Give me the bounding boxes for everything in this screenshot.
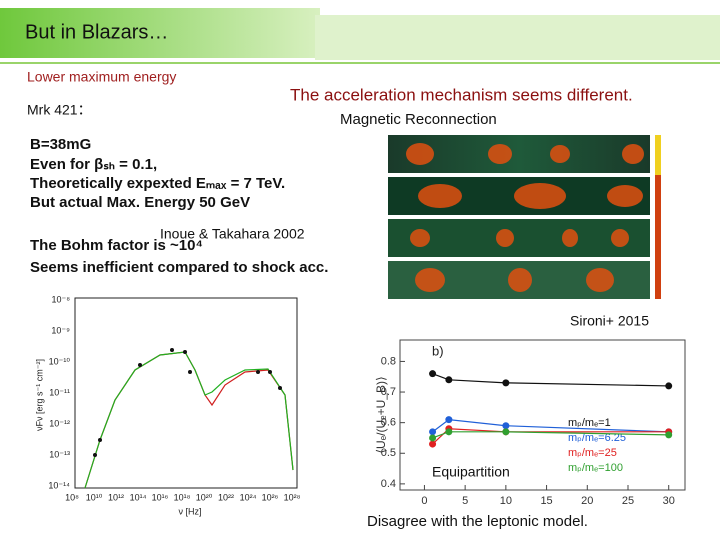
y-tick-label: 0.7 [381,386,396,398]
title-rule [0,62,720,64]
series-line [432,418,669,433]
title-band [0,8,320,58]
y-tick-label: 10⁻¹⁰ [49,356,71,366]
bullet: But actual Max. Energy 50 GeV [30,194,250,211]
x-tick-label: 10²⁸ [284,492,301,502]
sed-labels: 10⁻⁸ 10⁻⁹ 10⁻¹⁰ 10⁻¹¹ 10⁻¹² 10⁻¹³ 10⁻¹⁴ 10⁸ 10¹⁰… [34,294,300,516]
subheading: Magnetic Reconnection [340,111,497,128]
sed-caption: Inoue & Takahara 2002 [160,226,305,242]
series-line [432,428,669,445]
x-axis-label: ν [Hz] [178,506,201,516]
sed-plot [74,297,298,489]
point [665,382,673,390]
x-tick-label: 10²⁴ [240,492,257,502]
bullet: Theoretically expexted Eₘₐₓ = 7 TeV. [30,175,285,192]
y-tick-label: 10⁻¹¹ [49,387,70,397]
plot-frame [399,339,686,491]
x-tick-label: 10¹⁴ [130,492,147,502]
x-tick-label: 20 [581,495,593,507]
point [502,422,510,430]
x-tick-label: 30 [663,495,675,507]
legend-label: mₚ/mₑ=6.25 [568,432,626,444]
title-band [315,15,720,60]
point [445,428,453,436]
x-tick-label: 10²² [218,492,234,502]
series-line [432,431,669,439]
conclusion: Disagree with the leptonic model. [367,513,588,530]
legend-label: mₚ/mₑ=1 [568,417,611,429]
y-tick-label: 10⁻¹⁴ [48,480,70,490]
x-tick-label: 10¹⁰ [86,492,103,502]
title: But in Blazars… [25,21,168,43]
simulation-figure [388,135,661,299]
point [429,428,437,436]
point [429,370,437,378]
x-tick-label: 25 [622,495,634,507]
point [429,434,437,442]
x-tick-label: 10¹⁸ [174,492,191,502]
source: Mrk 421： [27,102,92,118]
y-axis-label: ⟨Uₑ/(Uₑ+U_B)⟩ [374,376,388,453]
x-tick-label: 10⁸ [65,492,79,502]
bullet: B=38mG [30,136,91,153]
y-tick-label: 10⁻¹² [49,418,70,428]
legend-label: mₚ/mₑ=25 [568,447,617,459]
point [445,416,453,424]
x-tick-label: 0 [421,495,427,507]
x-tick-label: 10¹⁶ [152,492,169,502]
point [445,376,453,384]
x-tick-label: 10²⁶ [262,492,279,502]
y-tick-label: 10⁻⁸ [51,294,70,304]
subtitle: Lower maximum energy [27,69,176,85]
x-tick-label: 10 [500,495,512,507]
x-tick-label: 5 [462,495,468,507]
y-axis-label: νFν [erg s⁻¹ cm⁻²] [34,359,44,431]
annotation: Equipartition [432,464,510,480]
panel-label: b) [432,343,444,358]
x-tick-label: 10¹² [108,492,124,502]
legend-label: mₚ/mₑ=100 [568,462,623,474]
simulation-caption: Sironi+ 2015 [570,313,649,329]
equipartition-chart: 0.4 0.5 0.6 0.7 0.8 0 5 10 15 20 25 30 ⟨Uₑ/(Uₑ+U_B)⟩… [374,343,675,506]
y-tick-label: 0.6 [381,417,396,429]
y-tick-label: 10⁻¹³ [49,449,70,459]
bullet: The Bohm factor is ~10⁴ [30,237,203,254]
point [502,428,510,436]
point [502,379,510,387]
point [429,440,437,448]
y-tick-label: 0.5 [381,447,396,459]
y-tick-label: 0.4 [381,478,396,490]
bullet: Seems inefficient compared to shock acc. [30,259,328,276]
heading: The acceleration mechanism seems differe… [290,85,633,104]
y-tick-label: 0.8 [381,355,396,367]
bullets: B=38mG Even for βₛₕ = 0.1, Theoretically e… [30,136,328,276]
point [665,431,673,439]
series-line [432,373,669,387]
y-tick-label: 10⁻⁹ [51,325,70,335]
x-tick-label: 15 [540,495,552,507]
x-tick-label: 10²⁰ [196,492,213,502]
bullet: Even for βₛₕ = 0.1, [30,156,157,173]
